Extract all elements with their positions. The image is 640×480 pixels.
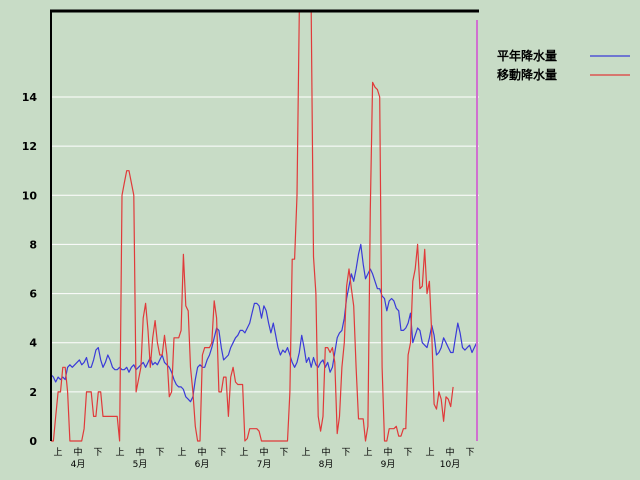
- y-tick-label-8: 8: [29, 238, 37, 251]
- period-label-5-2: 中: [321, 446, 330, 458]
- period-label-5-3: 下: [341, 448, 350, 458]
- period-label-7-3: 下: [465, 448, 474, 458]
- period-label-5-1: 上: [301, 447, 310, 458]
- period-label-4-3: 下: [279, 448, 288, 458]
- period-label-2-1: 上: [115, 447, 124, 458]
- month-label-5: 8月: [319, 459, 334, 470]
- y-tick-label-12: 12: [22, 140, 37, 153]
- month-label-4: 7月: [257, 459, 272, 470]
- series-lines: [50, 10, 478, 442]
- month-label-6: 9月: [381, 459, 396, 470]
- legend-label-1: 平年降水量: [497, 48, 557, 63]
- y-tick-label-0: 0: [29, 435, 37, 448]
- legend-label-2: 移動降水量: [497, 67, 557, 82]
- month-label-2: 5月: [133, 459, 148, 470]
- y-tick-label-4: 4: [29, 337, 37, 350]
- period-label-1-1: 上: [53, 447, 62, 458]
- series-line-1: [50, 243, 478, 403]
- period-label-7-2: 中: [445, 446, 454, 458]
- y-tick-label-2: 2: [29, 386, 37, 399]
- month-label-1: 4月: [71, 459, 86, 470]
- period-label-3-2: 中: [197, 446, 206, 458]
- period-label-4-1: 上: [239, 447, 248, 458]
- series-line-2: [51, 10, 454, 442]
- period-label-3-3: 下: [217, 448, 226, 458]
- period-label-1-3: 下: [93, 448, 102, 458]
- grid-lines: [51, 96, 479, 393]
- period-label-6-1: 上: [363, 447, 372, 458]
- period-label-2-2: 中: [135, 446, 144, 458]
- period-label-3-1: 上: [177, 447, 186, 458]
- period-label-1-2: 中: [73, 446, 82, 458]
- y-tick-label-14: 14: [22, 91, 38, 104]
- y-axis-ticks: 0 2 4 6 8 10 12 14: [22, 91, 38, 448]
- x-axis-labels: 上中下4月上中下5月上中下6月上中下7月上中下8月上中下9月上中下10月: [53, 446, 474, 470]
- y-tick-label-6: 6: [29, 288, 37, 301]
- y-tick-label-10: 10: [22, 189, 38, 202]
- month-label-7: 10月: [440, 459, 460, 470]
- period-label-2-3: 下: [155, 448, 164, 458]
- period-label-7-1: 上: [425, 447, 434, 458]
- period-label-6-3: 下: [403, 448, 412, 458]
- month-label-3: 6月: [195, 459, 210, 470]
- period-label-4-2: 中: [259, 446, 268, 458]
- plot-frame: [50, 9, 479, 441]
- period-label-6-2: 中: [383, 446, 392, 458]
